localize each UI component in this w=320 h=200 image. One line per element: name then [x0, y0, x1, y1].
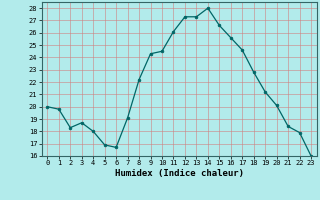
X-axis label: Humidex (Indice chaleur): Humidex (Indice chaleur)	[115, 169, 244, 178]
